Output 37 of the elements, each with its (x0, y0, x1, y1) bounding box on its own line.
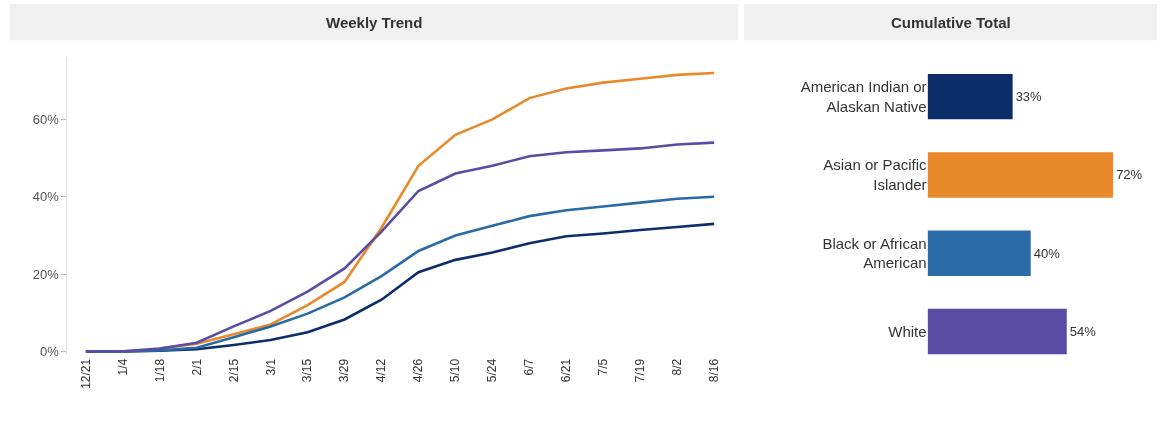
x-tick-label: 8/2 (670, 358, 685, 376)
y-tick-label: Asian or Pacific Islander (823, 156, 928, 193)
x-tick-label: 3/29 (337, 358, 352, 383)
data-label: 54% (1069, 324, 1097, 340)
line-series (84, 141, 716, 353)
chart-title: Cumulative Total (891, 14, 1011, 31)
x-tick-label: 5/24 (485, 358, 500, 383)
x-tick-label: 3/1 (263, 358, 278, 376)
x-tick-label: 7/5 (596, 358, 611, 376)
x-tick-label: 6/21 (559, 358, 574, 383)
bar (927, 230, 1031, 276)
x-tick-label: 3/15 (300, 358, 315, 383)
data-label: 33% (1015, 89, 1043, 105)
y-tick-label: White (888, 322, 927, 340)
y-tick-label: American Indian or Alaskan Native (800, 78, 927, 115)
x-tick-label: 7/19 (633, 358, 648, 383)
bar (927, 152, 1114, 198)
x-tick-label: 6/7 (522, 358, 537, 376)
y-tick-label: Black or African American (822, 234, 927, 272)
data-label: 40% (1033, 245, 1061, 261)
chart-title: Weekly Trend (326, 14, 423, 31)
x-tick-label: 4/26 (411, 358, 426, 383)
data-label: 72% (1116, 167, 1143, 183)
x-tick-label: 2/15 (226, 358, 241, 383)
x-tick-label: 12/21 (78, 358, 93, 389)
x-tick-label: 5/10 (448, 358, 463, 383)
y-tick-label: 0% (39, 344, 60, 360)
y-tick-label: 60% (32, 111, 60, 127)
y-tick-label: 40% (32, 189, 60, 205)
bar (927, 73, 1013, 120)
x-tick-label: 2/1 (189, 358, 204, 376)
x-tick-label: 1/18 (152, 358, 167, 383)
bar (927, 308, 1067, 355)
x-tick-label: 4/12 (374, 358, 389, 383)
y-tick-label: 20% (32, 266, 60, 282)
x-tick-label: 8/16 (707, 358, 722, 383)
x-tick-label: 1/4 (115, 358, 130, 376)
